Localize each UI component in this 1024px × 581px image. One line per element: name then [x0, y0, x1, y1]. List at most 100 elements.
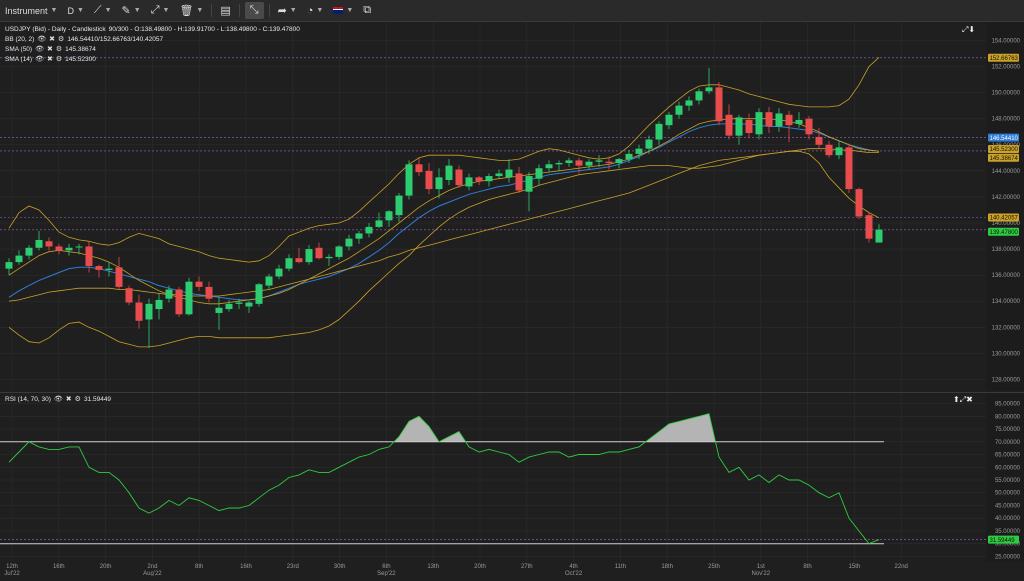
close-icon[interactable]: ✖: [49, 36, 56, 43]
x-tick-month-label: Jul'22: [4, 571, 20, 576]
x-tick-label: 8th: [195, 564, 203, 570]
legend-item-sma50: SMA (50) 👁 ✖ ⚙ 145.38674: [5, 45, 300, 55]
toolbar-divider: [238, 4, 240, 17]
delete-button[interactable]: 🗑 ▼: [174, 0, 208, 21]
rsi-pane-controls: ⬆⤢✖: [953, 395, 973, 405]
candle-body: [515, 173, 523, 191]
rsi-y-tick-label: 30.00000: [995, 542, 1021, 548]
crosshair-tool-button[interactable]: ⤢ ▼: [146, 0, 175, 21]
x-tick-label: 22nd: [895, 564, 908, 570]
candle-body: [725, 114, 733, 136]
language-button[interactable]: ▼: [328, 0, 358, 21]
price-tag: [988, 227, 1019, 236]
chevron-down-icon: ▼: [104, 7, 112, 14]
popout-button[interactable]: ⧉: [358, 0, 376, 21]
eye-icon[interactable]: 👁: [37, 36, 47, 43]
close-icon[interactable]: ✖: [46, 56, 53, 63]
share-button[interactable]: ➦ ▼: [273, 0, 302, 21]
candle-body: [375, 220, 383, 227]
timeframe-dropdown[interactable]: D ▼: [62, 0, 88, 21]
candle-body: [755, 112, 763, 135]
pane-controls: ⤢⬇: [962, 25, 975, 35]
move-up-icon[interactable]: ⬆: [953, 395, 960, 404]
rsi-y-tick-label: 85.00000: [995, 402, 1021, 408]
candle-body: [45, 241, 53, 247]
candle-body: [385, 211, 393, 221]
move-down-icon[interactable]: ⬇: [968, 25, 976, 34]
maximize-pane-icon[interactable]: ⤢: [962, 25, 969, 34]
candle-body: [255, 284, 263, 304]
x-tick-label: 25th: [708, 564, 720, 570]
eye-icon[interactable]: 👁: [53, 396, 63, 403]
x-tick-label: 20th: [100, 564, 112, 570]
candle-body: [525, 176, 533, 192]
candle-body: [75, 246, 83, 248]
x-tick-label: 8th: [803, 564, 811, 570]
fullscreen-button[interactable]: ⤡: [244, 2, 264, 19]
candle-body: [345, 238, 353, 247]
pencil-tool-button[interactable]: ✎ ▼: [117, 0, 146, 21]
rsi-value-tag-label: 31.59449: [990, 538, 1016, 544]
rsi-y-tick-label: 40.00000: [995, 516, 1021, 522]
line-tool-button[interactable]: ⟋ ▼: [89, 0, 117, 21]
candle-body: [495, 173, 503, 177]
toolbar-divider: [268, 4, 270, 17]
price-tag-label: 145.38674: [990, 156, 1019, 162]
x-tick-label: 15th: [849, 564, 861, 570]
rsi-y-tick-label: 50.00000: [995, 491, 1021, 497]
price-chart-pane[interactable]: 154.00000 152.00000 150.00000 148.00000 146.…: [0, 22, 1024, 391]
chevron-down-icon: ▼: [289, 7, 297, 14]
time-axis[interactable]: 12th Jul'22 16th 20th 2nd Aug'22 8th 16th 23rd 30…: [0, 562, 1024, 577]
close-icon[interactable]: ✖: [46, 46, 53, 53]
fullscreen-icon: ⤡: [249, 4, 259, 16]
candle-body: [415, 164, 423, 173]
candle-body: [585, 161, 593, 166]
rsi-overbought-area: [439, 431, 466, 442]
y-tick-label: 136.00000: [992, 273, 1021, 279]
bell-icon: ◔: [306, 4, 314, 17]
eye-icon[interactable]: 👁: [35, 46, 44, 53]
ohlc-readout: 90/300 - O:138.49800 - H:139.91700 - L:1…: [108, 26, 300, 33]
layout-button[interactable]: ▤: [215, 0, 235, 21]
rsi-y-tick-label: 65.00000: [995, 453, 1021, 459]
x-tick-label: 27th: [521, 564, 533, 570]
close-pane-icon[interactable]: ✖: [966, 395, 973, 404]
candle-body: [765, 112, 773, 127]
x-tick-label: 18th: [661, 564, 673, 570]
candle-body: [15, 255, 23, 263]
price-tag-label: 146.54410: [990, 136, 1019, 142]
legend-sma50-values: 145.38674: [65, 46, 96, 53]
y-tick-label: 138.00000: [992, 247, 1021, 253]
candle-body: [185, 281, 193, 315]
y-tick-label: 154.00000: [992, 38, 1021, 44]
close-icon[interactable]: ✖: [65, 396, 72, 403]
y-tick-label: 148.00000: [992, 117, 1021, 123]
maximize-pane-icon[interactable]: ⤢: [959, 395, 967, 404]
chevron-down-icon: ▼: [196, 7, 204, 14]
gear-icon[interactable]: ⚙: [58, 36, 65, 43]
eye-icon[interactable]: 👁: [35, 56, 44, 63]
rsi-chart[interactable]: 85.00000 80.00000 75.00000 70.00000 65.00000…: [0, 393, 1024, 563]
gear-icon[interactable]: ⚙: [74, 396, 81, 403]
candle-body: [85, 246, 93, 267]
gear-icon[interactable]: ⚙: [55, 46, 63, 53]
rsi-pane[interactable]: 85.00000 80.00000 75.00000 70.00000 65.00000…: [0, 392, 1024, 563]
rsi-y-tick-label: 80.00000: [995, 414, 1021, 420]
instrument-dropdown[interactable]: Instrument ▼: [0, 0, 62, 21]
toolbar-divider: [211, 4, 213, 17]
price-chart[interactable]: 154.00000 152.00000 150.00000 148.00000 146.…: [0, 22, 1024, 391]
gear-icon[interactable]: ⚙: [55, 56, 63, 63]
candle-body: [775, 113, 783, 127]
rsi-y-tick-label: 55.00000: [995, 478, 1021, 484]
alerts-button[interactable]: ◔ ▼: [302, 0, 329, 21]
candle-body: [435, 177, 443, 190]
popout-icon: ⧉: [363, 4, 372, 16]
candle-body: [125, 288, 133, 303]
price-tag-label: 152.66763: [990, 56, 1019, 62]
candle-body: [825, 144, 833, 156]
chevron-down-icon: ▼: [346, 7, 354, 14]
candle-body: [635, 148, 643, 154]
candle-body: [795, 119, 803, 124]
x-tick-label: 30th: [334, 564, 346, 570]
candle-body: [545, 164, 553, 169]
